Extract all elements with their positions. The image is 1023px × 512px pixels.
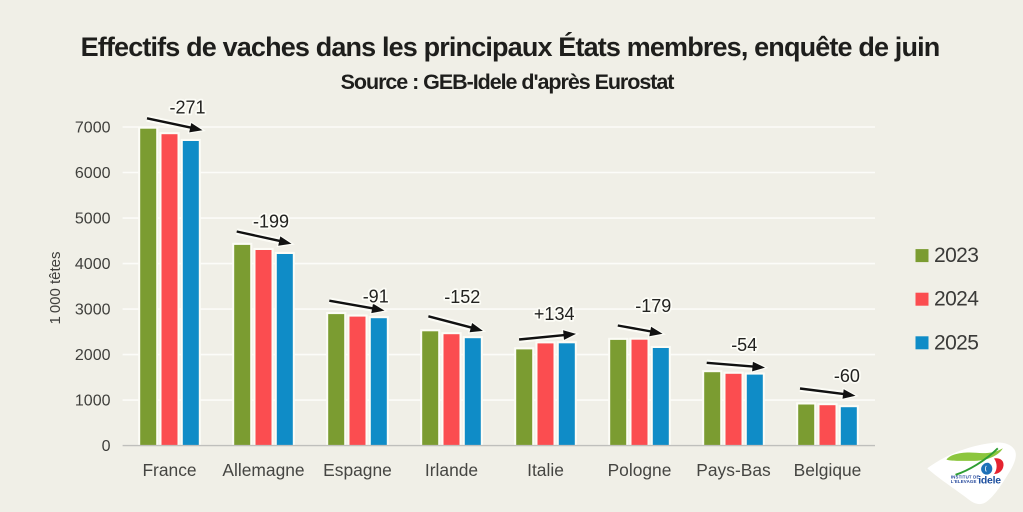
svg-text:Allemagne: Allemagne [222,460,304,480]
svg-text:France: France [142,460,196,480]
svg-text:Source : GEB-Idele d'après Eur: Source : GEB-Idele d'après Eurostat [341,70,675,94]
svg-text:2024: 2024 [934,288,979,311]
svg-text:INSTITUT DE: INSTITUT DE [951,474,980,479]
svg-text:Pologne: Pologne [608,460,672,480]
svg-text:-179: -179 [635,296,671,316]
svg-text:-54: -54 [731,335,757,355]
svg-text:-152: -152 [444,287,480,307]
svg-text:Belgique: Belgique [794,460,862,480]
svg-text:6000: 6000 [75,165,111,182]
svg-text:Pays-Bas: Pays-Bas [696,460,771,480]
svg-text:4000: 4000 [75,256,111,273]
svg-text:L'ELEVAGE: L'ELEVAGE [951,479,977,484]
svg-text:1000: 1000 [75,393,111,410]
svg-text:-60: -60 [834,366,860,386]
svg-text:idele: idele [978,475,1001,486]
svg-text:-91: -91 [363,286,389,306]
svg-text:2000: 2000 [75,347,111,364]
svg-text:1 000 têtes: 1 000 têtes [47,251,64,324]
svg-text:Italie: Italie [527,460,564,480]
svg-text:Irlande: Irlande [425,460,478,480]
svg-text:-271: -271 [169,97,205,117]
svg-text:Espagne: Espagne [323,460,392,480]
svg-text:2025: 2025 [934,331,978,354]
svg-text:7000: 7000 [75,120,111,137]
svg-text:0: 0 [102,438,111,455]
svg-text:Effectifs de vaches dans les p: Effectifs de vaches dans les principaux … [81,31,940,62]
svg-text:-199: -199 [253,211,289,231]
svg-text:5000: 5000 [75,211,111,228]
svg-text:+134: +134 [534,304,575,324]
svg-text:2023: 2023 [934,244,978,267]
svg-text:3000: 3000 [75,302,111,319]
